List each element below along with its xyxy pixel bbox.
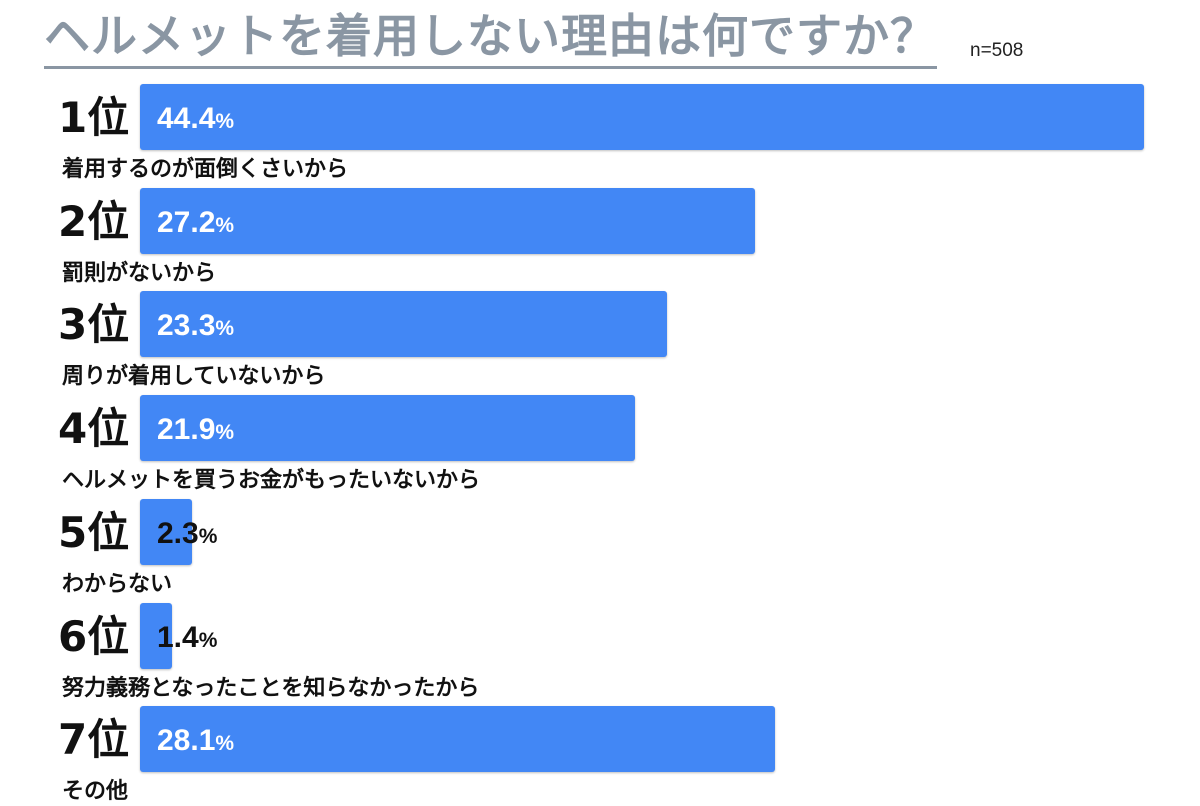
value-number: 1.4 <box>157 620 199 654</box>
category-label: わからない <box>62 571 173 597</box>
chart-title: ヘルメットを着用しない理由は何ですか？ <box>44 8 937 69</box>
bar <box>140 291 667 358</box>
bar <box>140 395 636 462</box>
category-label: 周りが着用していないから <box>62 364 326 390</box>
category-label: 努力義務となったことを知らなかったから <box>62 675 480 701</box>
value-label: 44.4% <box>157 102 234 139</box>
rank-label: 7位 <box>58 715 130 765</box>
category-label: ヘルメットを買うお金がもったいないから <box>62 468 481 494</box>
percent-unit: % <box>215 213 235 237</box>
rank-label: 6位 <box>58 611 130 661</box>
category-label: その他 <box>62 779 129 805</box>
rank-label: 3位 <box>58 300 130 350</box>
bar <box>140 602 172 669</box>
value-number: 28.1 <box>157 724 216 758</box>
percent-unit: % <box>198 628 218 652</box>
bar <box>140 84 1144 150</box>
percent-unit: % <box>215 732 235 756</box>
value-label: 2.3% <box>157 517 217 554</box>
bar <box>140 498 192 565</box>
rank-label: 4位 <box>58 404 130 454</box>
percent-unit: % <box>198 524 218 548</box>
value-label: 28.1% <box>157 724 234 761</box>
rank-label: 5位 <box>58 507 130 557</box>
sample-size-label: n=508 <box>970 40 1024 61</box>
value-number: 27.2 <box>157 205 216 239</box>
rank-label: 1位 <box>58 93 130 142</box>
percent-unit: % <box>215 421 235 445</box>
value-label: 23.3% <box>157 309 234 346</box>
bar <box>140 187 756 254</box>
value-number: 21.9 <box>157 413 216 447</box>
rank-label: 2位 <box>58 196 130 246</box>
category-label: 罰則がないから <box>62 260 217 286</box>
value-label: 1.4% <box>157 621 217 658</box>
percent-unit: % <box>215 317 235 341</box>
bar <box>140 706 776 773</box>
value-number: 2.3 <box>157 516 199 550</box>
value-label: 21.9% <box>157 413 234 450</box>
value-number: 23.3 <box>157 309 216 343</box>
value-label: 27.2% <box>157 206 234 243</box>
value-number: 44.4 <box>157 102 216 135</box>
category-label: 着用するのが面倒くさいから <box>62 157 349 182</box>
percent-unit: % <box>215 110 235 133</box>
